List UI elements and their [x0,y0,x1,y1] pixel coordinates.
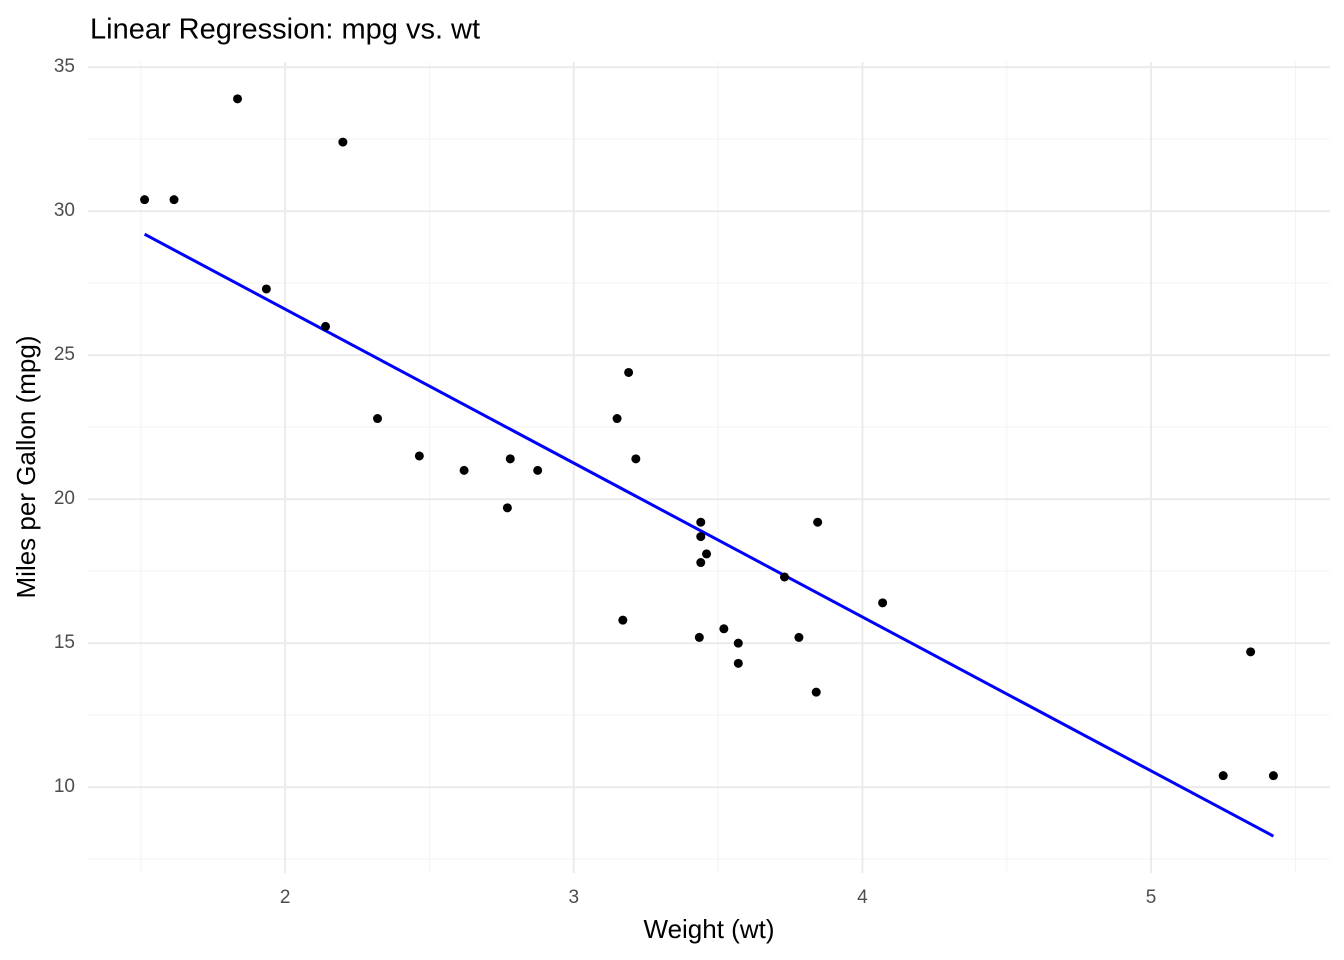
y-tick-label: 20 [54,488,75,509]
data-point [1246,647,1256,657]
y-tick-label: 15 [54,632,75,653]
data-point [794,632,804,642]
data-point [811,687,821,697]
chart-title: Linear Regression: mpg vs. wt [90,14,480,46]
data-point [261,284,271,294]
data-point [878,598,888,608]
data-point [1268,771,1278,781]
data-point [779,572,789,582]
data-point [612,414,622,424]
data-point [694,632,704,642]
y-tick-label: 25 [54,344,75,365]
data-point [813,517,823,527]
regression-line [143,232,1275,838]
data-point [618,615,628,625]
data-point [696,532,706,542]
x-axis-title: Weight (wt) [644,914,775,944]
data-point [505,454,515,464]
data-point [169,195,179,205]
data-point [719,624,729,634]
data-point [733,658,743,668]
y-tick-label: 35 [54,56,75,77]
data-point [696,558,706,568]
data-point [502,503,512,513]
data-point [321,321,331,331]
data-point [140,195,150,205]
data-point [233,94,243,104]
data-point [702,549,712,559]
y-axis-title: Miles per Gallon (mpg) [11,336,41,599]
data-point [338,137,348,147]
data-point [624,367,634,377]
x-tick-label: 4 [857,887,868,908]
x-tick-label: 2 [280,887,291,908]
y-tick-label: 30 [54,200,75,221]
data-point [696,517,706,527]
data-point [631,454,641,464]
data-point [459,465,469,475]
data-point [733,638,743,648]
data-point [373,414,383,424]
y-tick-label: 10 [54,776,75,797]
data-point [533,465,543,475]
x-tick-label: 5 [1146,887,1157,908]
x-tick-label: 3 [568,887,579,908]
data-point [1218,771,1228,781]
data-point [414,451,424,461]
